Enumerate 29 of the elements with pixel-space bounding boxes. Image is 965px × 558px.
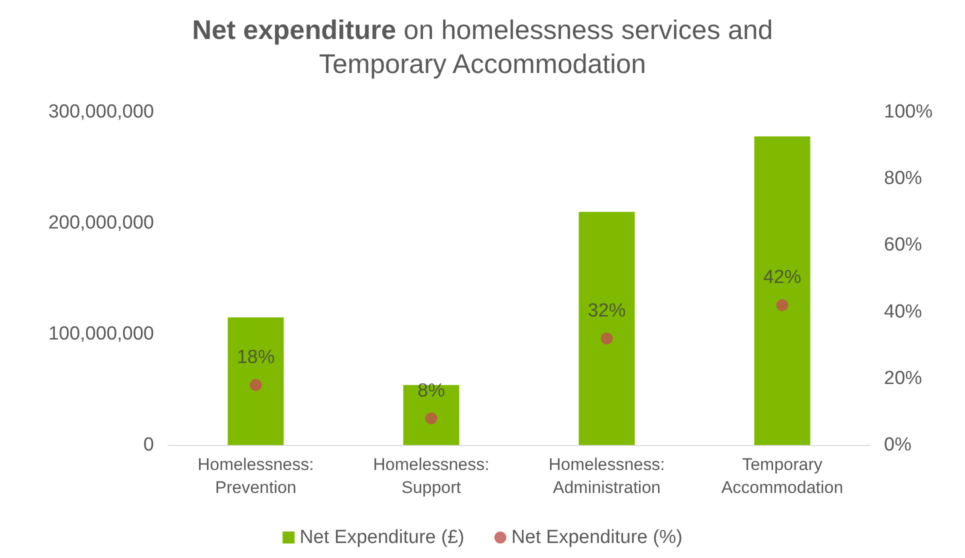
- y-tick-label: 100,000,000: [48, 324, 154, 344]
- bar: [578, 212, 635, 445]
- data-label: 18%: [236, 347, 275, 368]
- point: [425, 412, 438, 424]
- x-tick-label: Homelessness: Administration: [548, 455, 665, 497]
- x-tick-label: Homelessness: Prevention: [198, 455, 314, 497]
- point: [250, 379, 262, 392]
- bar: [403, 385, 460, 445]
- y2-tick-label: 0%: [884, 434, 912, 456]
- y2-tick-label: 60%: [884, 234, 922, 256]
- y2-tick-label: 20%: [884, 368, 922, 389]
- point: [600, 332, 613, 344]
- bar: [228, 317, 284, 445]
- data-label: 8%: [418, 380, 446, 402]
- x-tick-label: Temporary Accommodation: [721, 455, 844, 497]
- chart-title: Net expenditure on homelessness services and Temporary Accommodation: [192, 15, 773, 79]
- y-tick-label: 300,000,000: [48, 102, 154, 122]
- legend-label: Net Expenditure (£): [300, 527, 464, 548]
- data-label: 32%: [588, 300, 626, 322]
- point: [776, 299, 788, 312]
- bar: [754, 136, 810, 445]
- data-label: 42%: [763, 267, 802, 288]
- y-tick-label: 0: [143, 434, 154, 456]
- y2-tick-label: 100%: [884, 102, 933, 122]
- y2-tick-label: 40%: [884, 301, 922, 322]
- y2-tick-label: 80%: [884, 168, 922, 190]
- legend-label: Net Expenditure (%): [511, 527, 682, 548]
- y-tick-label: 200,000,000: [48, 212, 154, 234]
- x-tick-label: Homelessness: Support: [373, 455, 490, 497]
